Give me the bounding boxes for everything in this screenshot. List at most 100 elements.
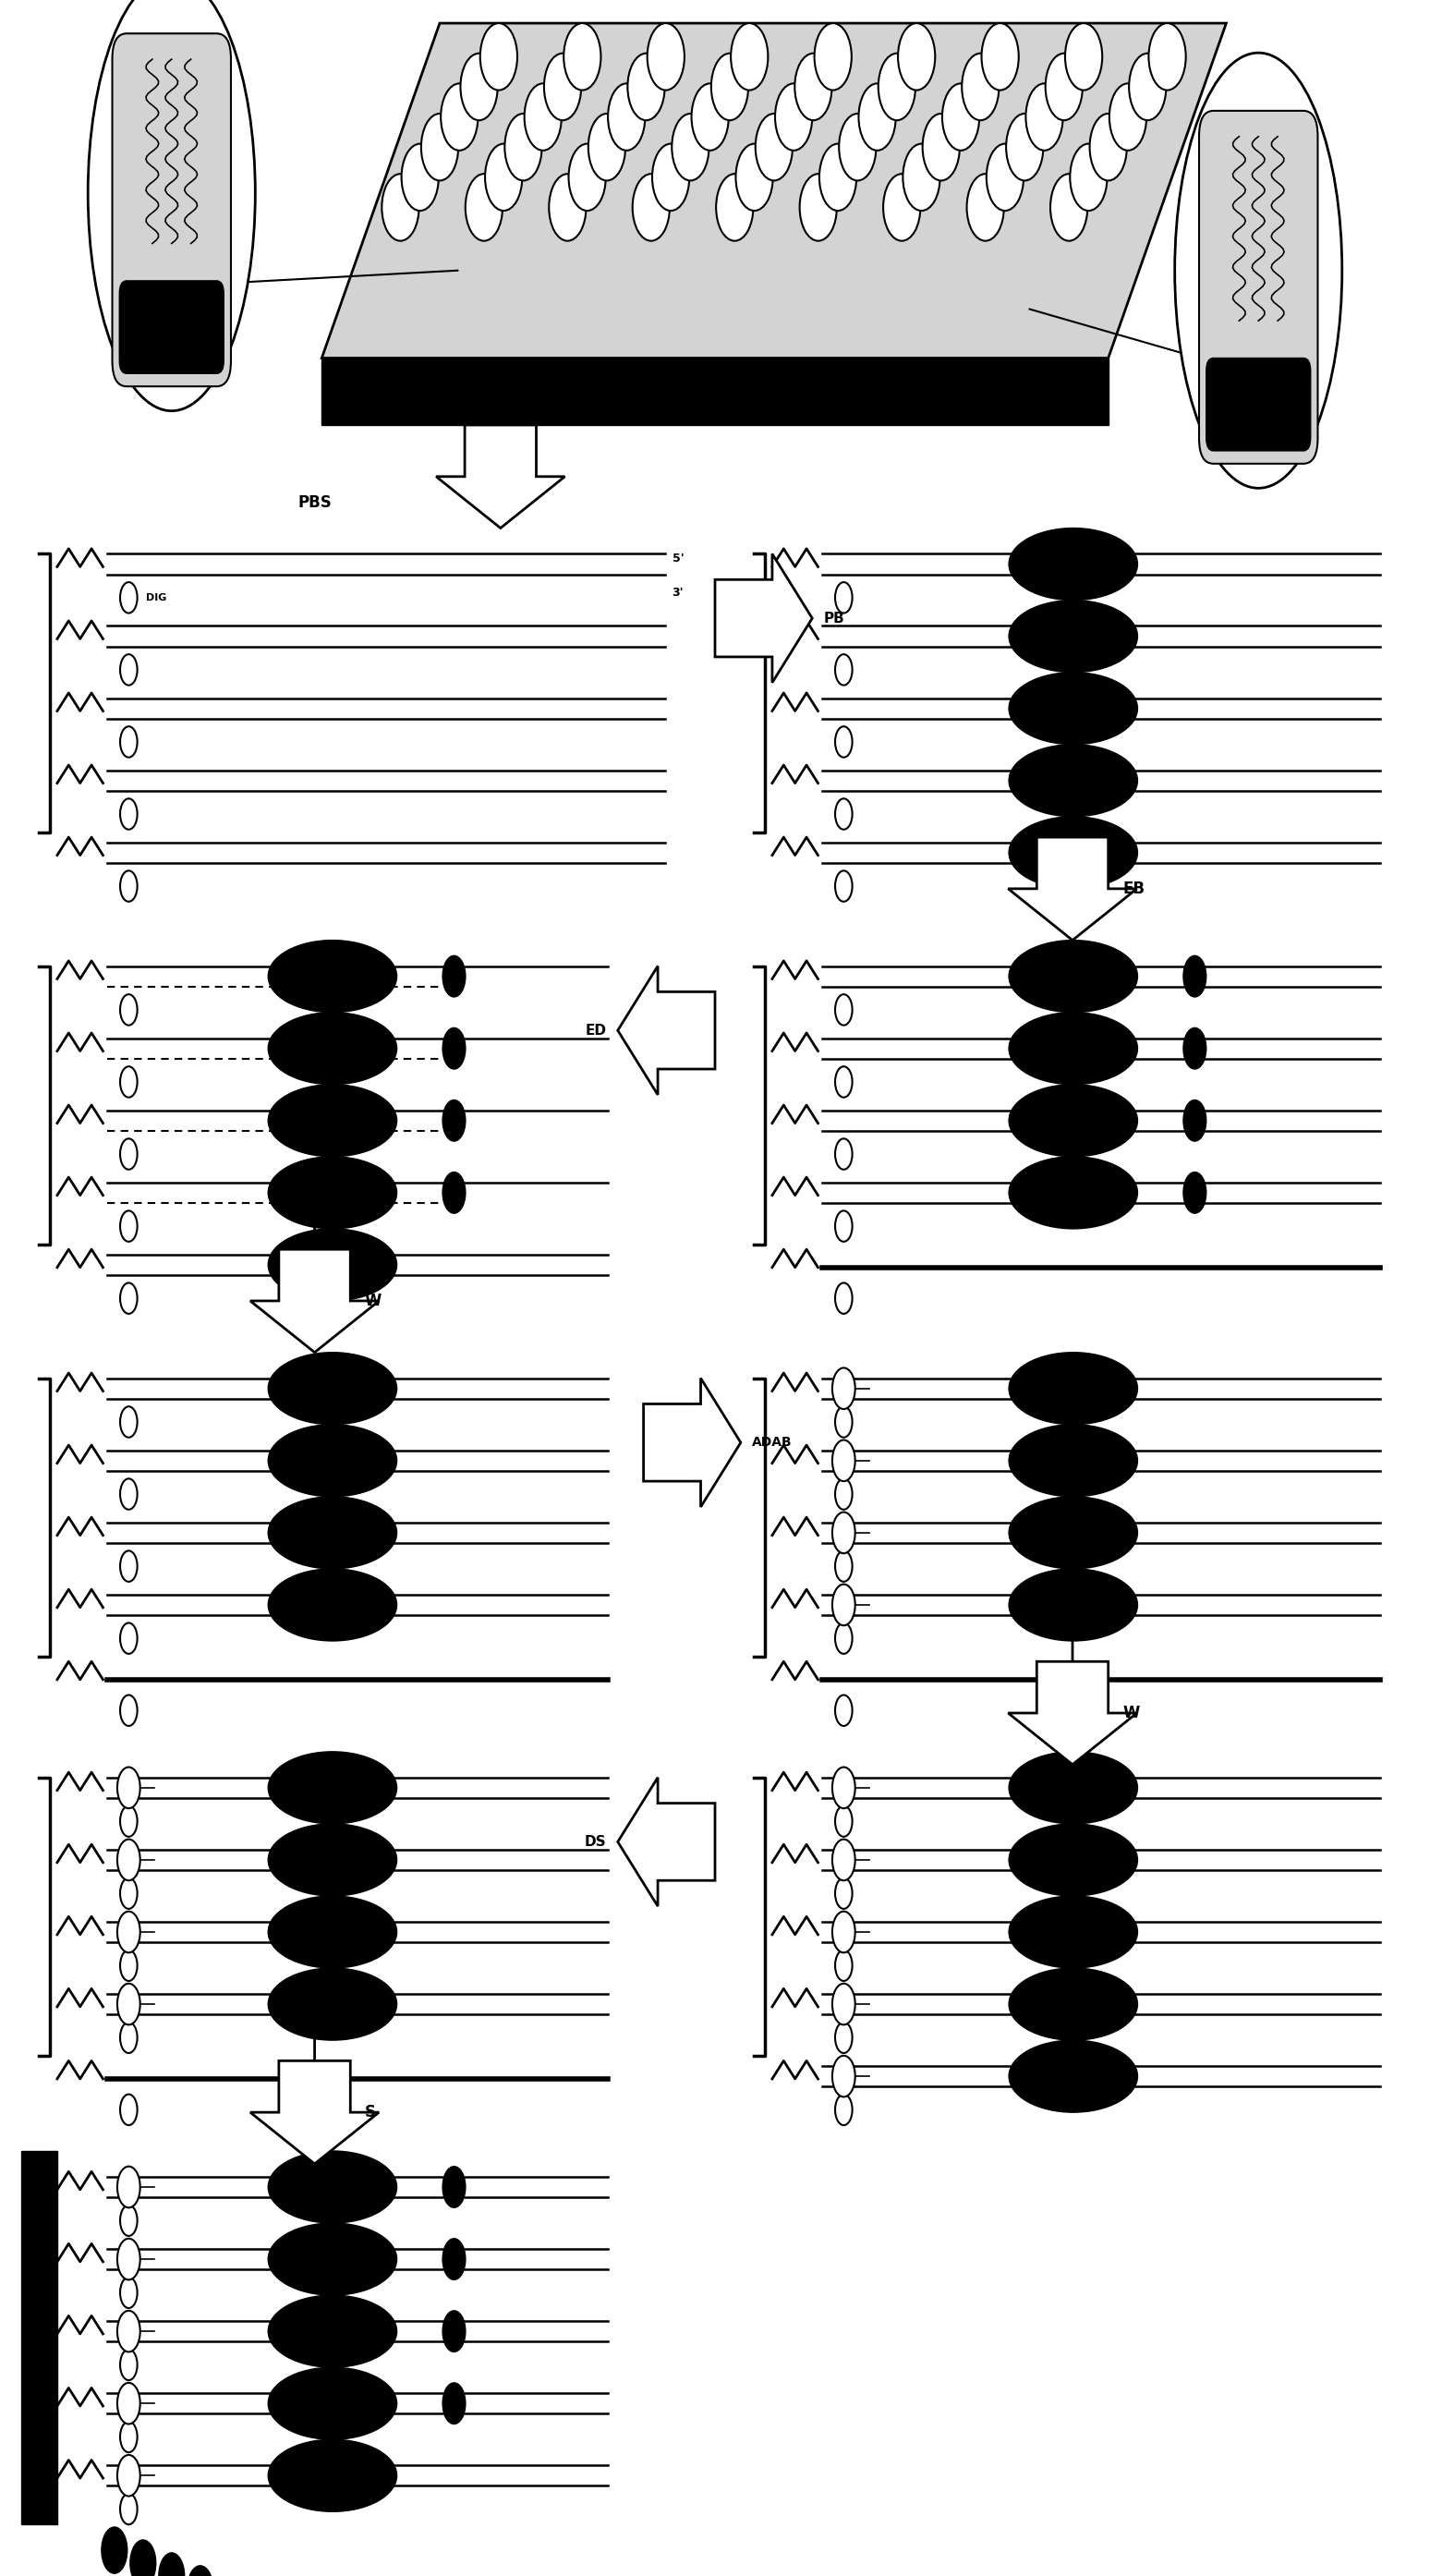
Circle shape: [648, 23, 685, 90]
Circle shape: [835, 582, 852, 613]
Circle shape: [117, 2383, 140, 2424]
Circle shape: [628, 54, 665, 121]
Polygon shape: [644, 1378, 741, 1507]
Ellipse shape: [269, 2295, 398, 2367]
Circle shape: [832, 1767, 855, 1808]
Circle shape: [120, 2022, 137, 2053]
Ellipse shape: [1010, 1157, 1138, 1229]
Text: 3': 3': [672, 587, 684, 598]
Circle shape: [832, 1584, 855, 1625]
Circle shape: [549, 175, 586, 242]
Circle shape: [443, 956, 466, 997]
Circle shape: [117, 2239, 140, 2280]
Circle shape: [443, 1100, 466, 1141]
Circle shape: [835, 799, 852, 829]
Circle shape: [120, 1878, 137, 1909]
Text: W: W: [365, 1293, 382, 1309]
Circle shape: [835, 1551, 852, 1582]
Circle shape: [120, 1695, 137, 1726]
Text: DS: DS: [585, 1834, 606, 1850]
Ellipse shape: [1010, 2040, 1138, 2112]
Ellipse shape: [269, 1012, 398, 1084]
Circle shape: [120, 2277, 137, 2308]
Ellipse shape: [269, 2367, 398, 2439]
Polygon shape: [1008, 1662, 1137, 1765]
Text: ADAB: ADAB: [752, 1435, 792, 1450]
Circle shape: [835, 1950, 852, 1981]
Circle shape: [1025, 82, 1062, 149]
Circle shape: [835, 1695, 852, 1726]
Circle shape: [120, 871, 137, 902]
Ellipse shape: [269, 1968, 398, 2040]
Ellipse shape: [269, 1157, 398, 1229]
Ellipse shape: [1010, 1497, 1138, 1569]
Ellipse shape: [269, 1352, 398, 1425]
Ellipse shape: [269, 1752, 398, 1824]
Circle shape: [1065, 23, 1103, 90]
Circle shape: [835, 1066, 852, 1097]
Circle shape: [692, 82, 729, 149]
Circle shape: [102, 2527, 127, 2573]
Circle shape: [120, 2421, 137, 2452]
Text: 5': 5': [672, 554, 684, 564]
Text: PBS: PBS: [297, 495, 332, 510]
Circle shape: [711, 54, 748, 121]
Circle shape: [1045, 54, 1083, 121]
Circle shape: [120, 994, 137, 1025]
Circle shape: [120, 2205, 137, 2236]
Ellipse shape: [269, 1824, 398, 1896]
Circle shape: [120, 1950, 137, 1981]
Circle shape: [563, 23, 601, 90]
Circle shape: [1050, 175, 1088, 242]
Ellipse shape: [1010, 744, 1138, 817]
Polygon shape: [250, 2061, 379, 2164]
Circle shape: [543, 54, 581, 121]
Ellipse shape: [1010, 528, 1138, 600]
Circle shape: [832, 1368, 855, 1409]
Circle shape: [525, 82, 562, 149]
Circle shape: [440, 82, 478, 149]
Ellipse shape: [1010, 1425, 1138, 1497]
Circle shape: [443, 2166, 466, 2208]
Circle shape: [460, 54, 498, 121]
Circle shape: [858, 82, 895, 149]
Ellipse shape: [1010, 1968, 1138, 2040]
Ellipse shape: [269, 940, 398, 1012]
Circle shape: [120, 2494, 137, 2524]
Ellipse shape: [1010, 672, 1138, 744]
Circle shape: [120, 1211, 137, 1242]
Circle shape: [835, 2094, 852, 2125]
Circle shape: [120, 582, 137, 613]
Circle shape: [835, 1139, 852, 1170]
Circle shape: [835, 1878, 852, 1909]
Polygon shape: [618, 966, 715, 1095]
Circle shape: [835, 726, 852, 757]
Circle shape: [187, 2566, 213, 2576]
Ellipse shape: [269, 2151, 398, 2223]
Circle shape: [569, 144, 606, 211]
Ellipse shape: [269, 1896, 398, 1968]
Circle shape: [795, 54, 832, 121]
Circle shape: [987, 144, 1024, 211]
Circle shape: [120, 1406, 137, 1437]
Circle shape: [652, 144, 689, 211]
Circle shape: [1184, 1100, 1207, 1141]
Circle shape: [117, 1984, 140, 2025]
Circle shape: [922, 113, 960, 180]
Circle shape: [120, 1066, 137, 1097]
Ellipse shape: [1010, 600, 1138, 672]
Circle shape: [443, 1172, 466, 1213]
Ellipse shape: [269, 1084, 398, 1157]
Circle shape: [443, 2383, 466, 2424]
Circle shape: [835, 1806, 852, 1837]
Circle shape: [898, 23, 935, 90]
Text: W: W: [1123, 1705, 1140, 1721]
Circle shape: [120, 1283, 137, 1314]
Circle shape: [835, 871, 852, 902]
Circle shape: [967, 175, 1004, 242]
Circle shape: [731, 23, 768, 90]
Circle shape: [735, 144, 772, 211]
Circle shape: [1184, 1172, 1207, 1213]
Circle shape: [443, 1028, 466, 1069]
Circle shape: [832, 1440, 855, 1481]
